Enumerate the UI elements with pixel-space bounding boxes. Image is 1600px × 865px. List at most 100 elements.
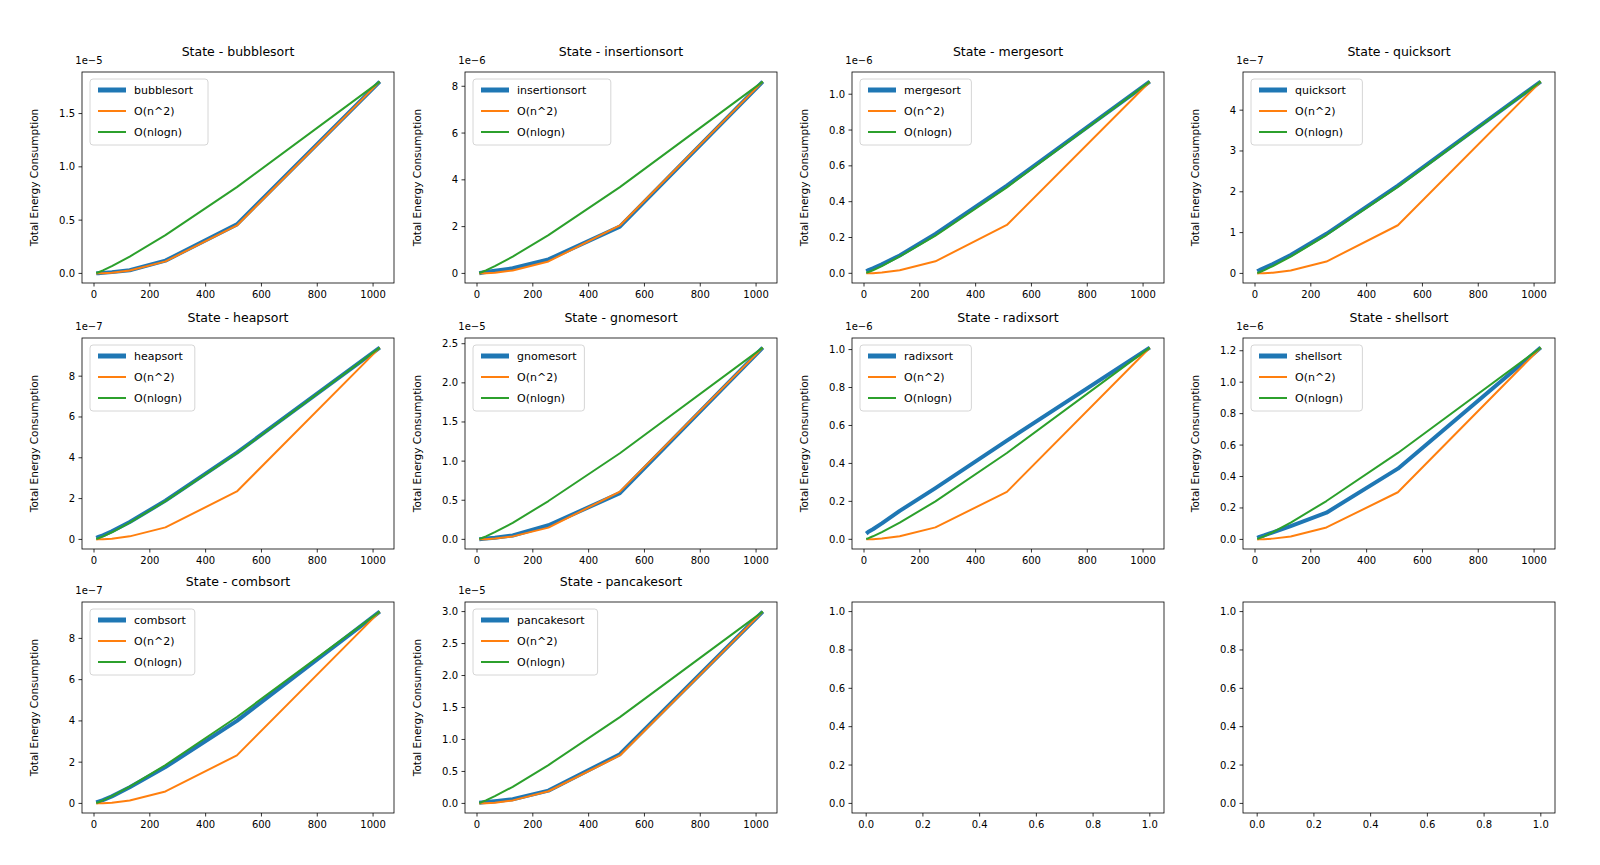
y-axis-label: Total Energy Consumption xyxy=(411,109,423,248)
x-tick-label: 1000 xyxy=(360,819,385,830)
y-tick-label: 0.4 xyxy=(829,196,845,207)
legend-label: bubblesort xyxy=(134,84,194,97)
y-tick-label: 2 xyxy=(69,757,75,768)
legend-label: insertionsort xyxy=(517,84,587,97)
y-tick-label: 0.4 xyxy=(829,721,845,732)
legend: bubblesortO(n^2)O(nlogn) xyxy=(90,79,208,145)
y-axis-label: Total Energy Consumption xyxy=(28,639,40,778)
y-tick-label: 0.4 xyxy=(829,458,845,469)
chart-title: State - heapsort xyxy=(188,310,289,325)
legend-label: O(nlogn) xyxy=(134,392,182,405)
legend-label: O(n^2) xyxy=(517,635,557,648)
legend: shellsortO(n^2)O(nlogn) xyxy=(1251,345,1362,411)
axis-offset-label: 1e−6 xyxy=(458,55,485,66)
legend-label: O(nlogn) xyxy=(517,392,565,405)
y-tick-label: 0.0 xyxy=(1220,798,1236,809)
y-tick-label: 2.0 xyxy=(442,670,458,681)
chart-title: State - mergesort xyxy=(953,44,1063,59)
x-tick-label: 400 xyxy=(579,819,598,830)
y-axis-label: Total Energy Consumption xyxy=(798,375,810,514)
legend-label: O(n^2) xyxy=(134,371,174,384)
x-tick-label: 600 xyxy=(635,819,654,830)
x-tick-label: 0.4 xyxy=(972,819,988,830)
y-tick-label: 6 xyxy=(69,674,75,685)
figure-canvas: 020040060080010000.00.51.01.5State - bub… xyxy=(0,0,1600,865)
chart-title: State - quicksort xyxy=(1347,44,1450,59)
x-tick-label: 0.2 xyxy=(1306,819,1322,830)
y-tick-label: 4 xyxy=(1230,105,1236,116)
x-tick-label: 0.4 xyxy=(1363,819,1379,830)
chart-title: State - shellsort xyxy=(1350,310,1449,325)
axis-offset-label: 1e−5 xyxy=(458,321,485,332)
x-tick-label: 0.8 xyxy=(1476,819,1492,830)
y-tick-label: 4 xyxy=(69,452,75,463)
y-tick-label: 0.6 xyxy=(829,420,845,431)
y-tick-label: 0.8 xyxy=(829,644,845,655)
x-tick-label: 1.0 xyxy=(1142,819,1158,830)
legend-label: O(nlogn) xyxy=(134,656,182,669)
y-tick-label: 0.4 xyxy=(1220,471,1236,482)
legend: gnomesortO(n^2)O(nlogn) xyxy=(473,345,584,411)
axis-offset-label: 1e−7 xyxy=(75,585,102,596)
legend: pancakesortO(n^2)O(nlogn) xyxy=(473,609,598,675)
y-tick-label: 1.5 xyxy=(442,702,458,713)
subplot-pancakesort: 020040060080010000.00.51.01.52.02.53.0St… xyxy=(383,530,780,865)
y-tick-label: 0.8 xyxy=(1220,644,1236,655)
x-tick-label: 800 xyxy=(691,819,710,830)
y-tick-label: 6 xyxy=(452,128,458,139)
chart-title: State - combsort xyxy=(186,574,290,589)
y-tick-label: 1.0 xyxy=(59,161,75,172)
subplot-empty-2: 0.00.20.40.60.81.00.00.20.40.60.81.0 xyxy=(1161,530,1558,865)
x-tick-label: 0.0 xyxy=(1249,819,1265,830)
y-tick-label: 0.0 xyxy=(442,798,458,809)
x-tick-label: 600 xyxy=(252,819,271,830)
y-tick-label: 1.0 xyxy=(829,344,845,355)
x-tick-label: 0.6 xyxy=(1028,819,1044,830)
axes-spines xyxy=(852,602,1164,813)
y-tick-label: 1.5 xyxy=(442,416,458,427)
y-axis-label: Total Energy Consumption xyxy=(411,639,423,778)
y-tick-label: 1 xyxy=(1230,227,1236,238)
legend-label: O(nlogn) xyxy=(1295,126,1343,139)
legend-label: O(nlogn) xyxy=(134,126,182,139)
y-tick-label: 1.0 xyxy=(442,456,458,467)
y-axis-label: Total Energy Consumption xyxy=(798,109,810,248)
legend: insertionsortO(n^2)O(nlogn) xyxy=(473,79,611,145)
y-tick-label: 0.5 xyxy=(442,766,458,777)
y-tick-label: 2 xyxy=(1230,186,1236,197)
y-tick-label: 0.6 xyxy=(829,683,845,694)
legend-label: gnomesort xyxy=(517,350,577,363)
y-tick-label: 2.5 xyxy=(442,638,458,649)
y-tick-label: 4 xyxy=(452,174,458,185)
y-tick-label: 1.0 xyxy=(1220,606,1236,617)
y-tick-label: 1.0 xyxy=(829,89,845,100)
y-axis-label: Total Energy Consumption xyxy=(28,109,40,248)
x-tick-label: 800 xyxy=(308,819,327,830)
y-tick-label: 1.0 xyxy=(829,606,845,617)
y-tick-label: 0.5 xyxy=(59,215,75,226)
legend-label: O(nlogn) xyxy=(1295,392,1343,405)
x-tick-label: 1.0 xyxy=(1533,819,1549,830)
legend-label: O(nlogn) xyxy=(904,126,952,139)
axis-offset-label: 1e−7 xyxy=(1236,55,1263,66)
y-tick-label: 0.6 xyxy=(829,160,845,171)
axis-offset-label: 1e−6 xyxy=(845,321,872,332)
legend-label: O(n^2) xyxy=(134,635,174,648)
legend-label: O(nlogn) xyxy=(517,126,565,139)
legend: heapsortO(n^2)O(nlogn) xyxy=(90,345,195,411)
y-tick-label: 1.0 xyxy=(1220,377,1236,388)
chart-title: State - insertionsort xyxy=(559,44,684,59)
y-tick-label: 6 xyxy=(69,411,75,422)
axis-offset-label: 1e−5 xyxy=(75,55,102,66)
axis-offset-label: 1e−5 xyxy=(458,585,485,596)
y-tick-label: 3.0 xyxy=(442,606,458,617)
chart-title: State - radixsort xyxy=(957,310,1058,325)
x-tick-label: 200 xyxy=(523,819,542,830)
y-tick-label: 0.0 xyxy=(829,798,845,809)
y-tick-label: 4 xyxy=(69,715,75,726)
y-tick-label: 0.5 xyxy=(442,495,458,506)
axis-offset-label: 1e−7 xyxy=(75,321,102,332)
x-tick-label: 400 xyxy=(196,819,215,830)
subplot-empty-1: 0.00.20.40.60.81.00.00.20.40.60.81.0 xyxy=(770,530,1167,865)
y-tick-label: 0.2 xyxy=(1220,502,1236,513)
